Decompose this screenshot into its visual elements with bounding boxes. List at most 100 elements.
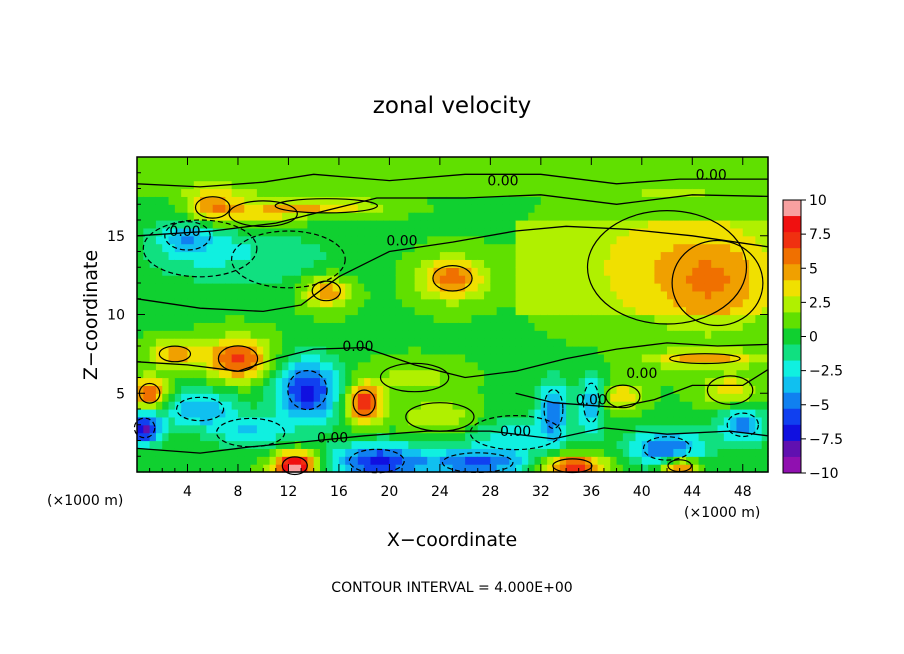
heatmap-cell xyxy=(509,252,516,260)
heatmap-cell xyxy=(383,181,390,189)
heatmap-cell xyxy=(598,370,605,378)
heatmap-cell xyxy=(730,456,737,464)
heatmap-cell xyxy=(282,165,289,173)
heatmap-cell xyxy=(484,204,491,212)
heatmap-cell xyxy=(339,299,346,307)
heatmap-cell xyxy=(232,244,239,252)
heatmap-cell xyxy=(617,322,624,330)
heatmap-cell xyxy=(661,307,668,315)
heatmap-cell xyxy=(490,385,497,393)
heatmap-cell xyxy=(736,228,743,236)
heatmap-cell xyxy=(169,322,176,330)
heatmap-cell xyxy=(295,315,302,323)
heatmap-cell xyxy=(503,370,510,378)
heatmap-cell xyxy=(579,267,586,275)
heatmap-cell xyxy=(591,441,598,449)
heatmap-cell xyxy=(459,165,466,173)
heatmap-cell xyxy=(219,299,226,307)
heatmap-cell xyxy=(743,456,750,464)
heatmap-cell xyxy=(307,189,314,197)
heatmap-cell xyxy=(503,165,510,173)
heatmap-cell xyxy=(358,315,365,323)
heatmap-cell xyxy=(661,212,668,220)
heatmap-cell xyxy=(434,448,441,456)
heatmap-cell xyxy=(383,259,390,267)
heatmap-cell xyxy=(408,441,415,449)
heatmap-cell xyxy=(743,165,750,173)
heatmap-cell xyxy=(377,212,384,220)
heatmap-cell xyxy=(263,346,270,354)
heatmap-cell xyxy=(440,425,447,433)
heatmap-cell xyxy=(635,236,642,244)
heatmap-cell xyxy=(307,307,314,315)
heatmap-cell xyxy=(478,299,485,307)
heatmap-cell xyxy=(705,370,712,378)
heatmap-cell xyxy=(232,385,239,393)
heatmap-cell xyxy=(598,448,605,456)
heatmap-cell xyxy=(547,315,554,323)
heatmap-cell xyxy=(364,401,371,409)
heatmap-cell xyxy=(339,378,346,386)
heatmap-cell xyxy=(528,315,535,323)
heatmap-cell xyxy=(232,173,239,181)
heatmap-cell xyxy=(162,173,169,181)
heatmap-cell xyxy=(213,378,220,386)
heatmap-cell xyxy=(162,244,169,252)
heatmap-cell xyxy=(705,236,712,244)
heatmap-cell xyxy=(522,157,529,165)
heatmap-cell xyxy=(484,244,491,252)
heatmap-cell xyxy=(333,322,340,330)
heatmap-cell xyxy=(692,267,699,275)
heatmap-cell xyxy=(755,220,762,228)
heatmap-cell xyxy=(181,267,188,275)
heatmap-cell xyxy=(137,322,144,330)
heatmap-cell xyxy=(648,157,655,165)
heatmap-cell xyxy=(566,401,573,409)
heatmap-cell xyxy=(522,283,529,291)
heatmap-cell xyxy=(169,378,176,386)
heatmap-cell xyxy=(440,338,447,346)
heatmap-cell xyxy=(364,378,371,386)
heatmap-cell xyxy=(169,330,176,338)
heatmap-cell xyxy=(598,275,605,283)
heatmap-cell xyxy=(692,417,699,425)
heatmap-cell xyxy=(598,165,605,173)
heatmap-cell xyxy=(257,417,264,425)
heatmap-cell xyxy=(301,354,308,362)
heatmap-cell xyxy=(200,165,207,173)
heatmap-cell xyxy=(408,204,415,212)
heatmap-cell xyxy=(535,165,542,173)
heatmap-cell xyxy=(402,299,409,307)
heatmap-cell xyxy=(408,291,415,299)
heatmap-cell xyxy=(465,378,472,386)
heatmap-cell xyxy=(686,338,693,346)
heatmap-cell xyxy=(206,212,213,220)
heatmap-cell xyxy=(490,456,497,464)
heatmap-cell xyxy=(434,259,441,267)
heatmap-cell xyxy=(415,448,422,456)
heatmap-cell xyxy=(345,220,352,228)
heatmap-cell xyxy=(711,330,718,338)
heatmap-cell xyxy=(755,165,762,173)
heatmap-cell xyxy=(749,456,756,464)
heatmap-cell xyxy=(446,393,453,401)
heatmap-cell xyxy=(251,401,258,409)
heatmap-cell xyxy=(276,252,283,260)
heatmap-cell xyxy=(194,322,201,330)
heatmap-cell xyxy=(635,189,642,197)
heatmap-cell xyxy=(598,441,605,449)
heatmap-cell xyxy=(478,393,485,401)
heatmap-cell xyxy=(219,283,226,291)
heatmap-cell xyxy=(528,275,535,283)
heatmap-cell xyxy=(547,212,554,220)
heatmap-cell xyxy=(699,307,706,315)
heatmap-cell xyxy=(194,291,201,299)
heatmap-cell xyxy=(263,330,270,338)
heatmap-cell xyxy=(339,401,346,409)
heatmap-cell xyxy=(465,338,472,346)
heatmap-cell xyxy=(623,330,630,338)
heatmap-cell xyxy=(181,165,188,173)
heatmap-cell xyxy=(497,291,504,299)
heatmap-cell xyxy=(143,441,150,449)
heatmap-cell xyxy=(686,433,693,441)
